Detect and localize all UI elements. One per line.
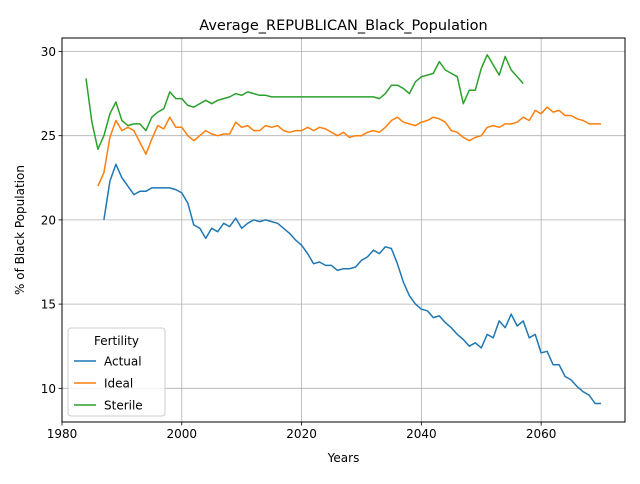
legend-label-actual: Actual — [104, 355, 142, 369]
y-tick-label: 25 — [41, 129, 56, 143]
y-tick-label: 30 — [41, 45, 56, 59]
legend-box — [67, 327, 166, 417]
series-line-sterile — [85, 54, 524, 150]
y-axis-label: % of Black Population — [13, 165, 27, 295]
legend-title: Fertility — [94, 334, 139, 348]
x-tick-label: 1980 — [47, 427, 78, 441]
chart-title: Average_REPUBLICAN_Black_Population — [199, 18, 488, 34]
series-line-ideal — [97, 106, 601, 187]
legend: Fertility Actual Ideal Sterile — [67, 327, 166, 417]
x-tick-label: 2060 — [526, 427, 557, 441]
axes-frame — [61, 37, 626, 423]
series-lines — [85, 54, 601, 405]
x-tick-label: 2020 — [286, 427, 317, 441]
y-tick-label: 20 — [41, 213, 56, 227]
y-tick-label: 10 — [41, 382, 56, 396]
legend-label-sterile: Sterile — [104, 399, 143, 413]
x-axis-label: Years — [327, 451, 360, 465]
legend-label-ideal: Ideal — [104, 377, 133, 391]
x-tick-label: 2040 — [406, 427, 437, 441]
axis-ticks: 1980 2000 2020 2040 2060 10 15 20 25 30 — [41, 45, 557, 441]
y-tick-label: 15 — [41, 298, 56, 312]
legend-items: Actual Ideal Sterile — [74, 355, 143, 413]
x-tick-label: 2000 — [167, 427, 198, 441]
series-line-actual — [103, 163, 601, 405]
